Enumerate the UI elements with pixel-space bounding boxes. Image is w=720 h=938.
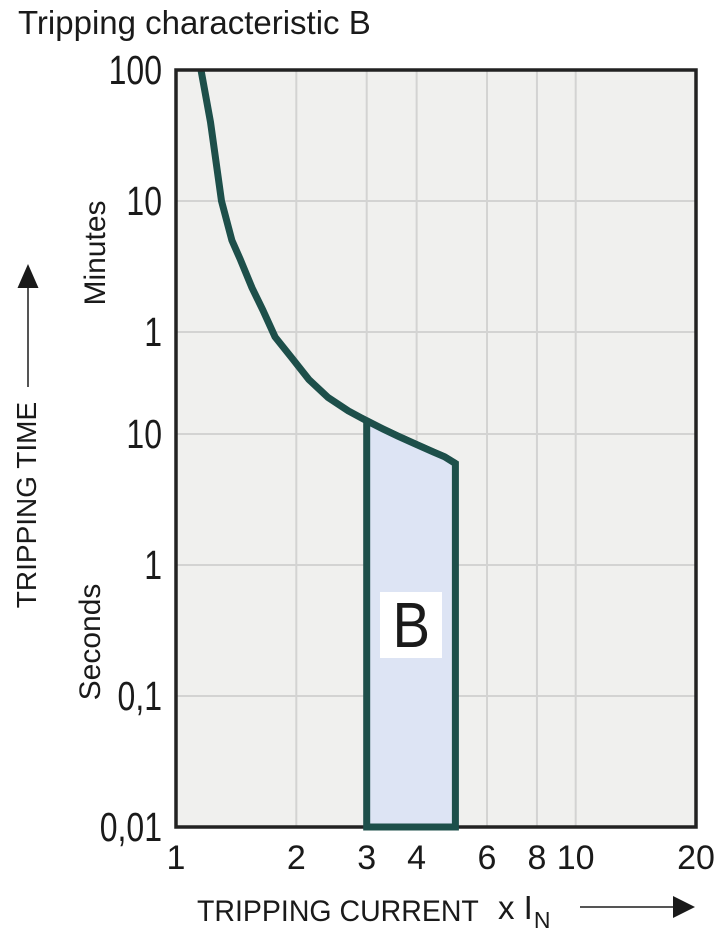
y-tick-label-100: 100 <box>108 47 162 93</box>
y-axis-title: TRIPPING TIME <box>11 401 42 609</box>
x-axis-title: TRIPPING CURRENT <box>197 895 479 928</box>
x-tick-label-4: 4 <box>407 839 427 877</box>
x-tick-label-3: 3 <box>357 839 377 877</box>
y-tick-label-1: 1 <box>144 309 162 356</box>
y-tick-label-0,1: 0,1 <box>117 672 162 719</box>
y-tick-label-10: 10 <box>126 178 162 224</box>
y-tick-label-10: 10 <box>126 410 162 457</box>
x-axis-multiplier-subscript: N <box>533 907 551 933</box>
y-tick-label-1: 1 <box>144 541 162 588</box>
x-axis-multiplier: x IN <box>498 889 550 932</box>
region-b-label: B <box>379 589 442 661</box>
axis-arrows <box>17 264 695 918</box>
y-tick-label-0,01: 0,01 <box>99 804 162 850</box>
x-tick-label-2: 2 <box>286 839 306 877</box>
x-axis-arrow-icon <box>580 896 695 918</box>
x-tick-label-1: 1 <box>166 839 186 877</box>
x-tick-label-10: 10 <box>556 839 595 877</box>
x-tick-label-6: 6 <box>477 839 497 877</box>
x-axis-multiplier-text: x I <box>498 889 533 926</box>
x-tick-label-20: 20 <box>677 839 715 877</box>
page-title: Tripping characteristic B <box>18 4 371 41</box>
y-axis-arrow-icon <box>17 264 39 387</box>
x-tick-label-8: 8 <box>527 839 547 877</box>
